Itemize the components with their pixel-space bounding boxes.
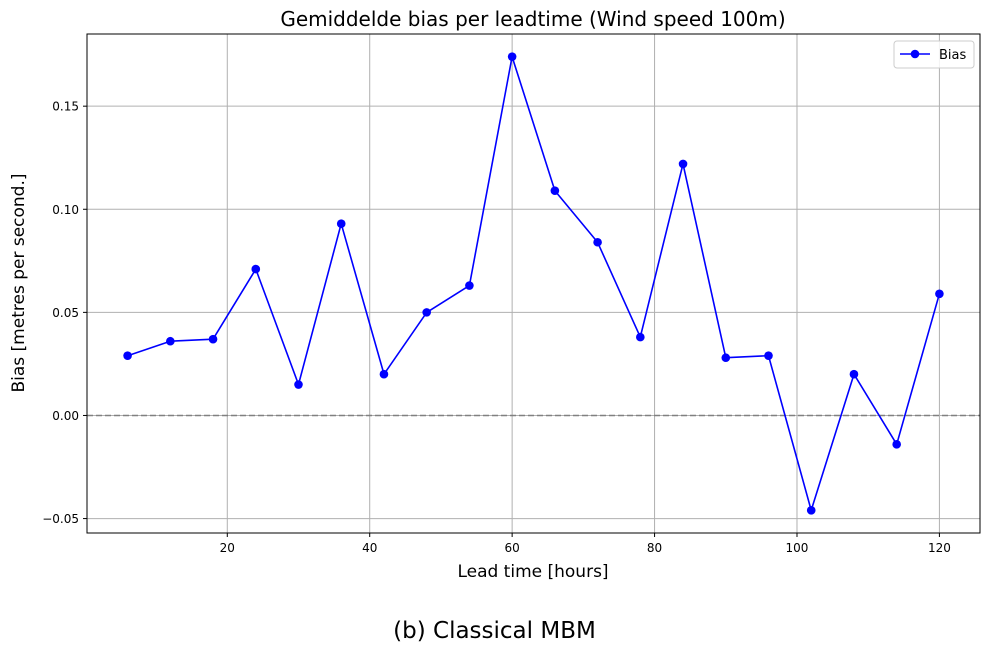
x-tick-label: 100 <box>786 541 809 555</box>
data-point <box>465 281 474 290</box>
x-tick-label: 20 <box>220 541 235 555</box>
legend-label: Bias <box>939 48 966 63</box>
data-point <box>208 334 218 344</box>
grid-lines <box>87 34 980 533</box>
data-point <box>336 219 346 229</box>
data-point <box>721 353 731 363</box>
x-axis-ticks: 20 40 60 80 100 120 <box>220 533 951 555</box>
legend: Bias <box>893 40 975 69</box>
data-point <box>935 289 944 299</box>
y-axis-ticks: −0.05 0.00 0.05 0.10 0.15 <box>42 100 87 526</box>
legend-box <box>893 40 975 69</box>
data-point <box>636 332 645 342</box>
figure-caption: (b) Classical MBM <box>393 618 596 644</box>
y-tick-label: 0.10 <box>52 203 79 217</box>
x-tick-label: 60 <box>504 541 519 555</box>
x-tick-label: 120 <box>928 541 951 555</box>
y-tick-label: 0.00 <box>52 409 79 423</box>
data-point <box>806 506 816 515</box>
x-axis-label: Lead time [hours] <box>457 562 608 582</box>
data-point <box>123 351 132 360</box>
y-tick-label: 0.15 <box>52 100 79 114</box>
series-line-bias <box>127 55 941 512</box>
x-tick-label: 40 <box>362 541 377 555</box>
series-layer <box>123 52 944 515</box>
data-point <box>678 159 688 169</box>
data-point <box>892 440 901 449</box>
data-point <box>593 237 602 247</box>
data-point <box>422 308 431 317</box>
data-point <box>764 351 773 360</box>
data-point <box>550 186 560 196</box>
data-point <box>379 369 389 379</box>
data-point <box>251 264 261 274</box>
data-point <box>294 380 303 389</box>
y-tick-label: −0.05 <box>42 512 79 526</box>
chart-title: Gemiddelde bias per leadtime (Wind speed… <box>280 7 785 31</box>
legend-marker-swatch <box>910 49 920 59</box>
y-tick-label: 0.05 <box>52 306 79 320</box>
data-point <box>507 52 517 61</box>
data-point <box>166 336 175 346</box>
plot-frame <box>86 33 981 534</box>
y-axis-label: Bias [metres per second.] <box>9 173 29 392</box>
x-tick-label: 80 <box>647 541 662 555</box>
bias-line-chart: 20 40 60 80 100 120 −0.05 0.00 0.05 0.10 0.15 Gem… <box>9 7 981 582</box>
data-point <box>849 369 859 379</box>
